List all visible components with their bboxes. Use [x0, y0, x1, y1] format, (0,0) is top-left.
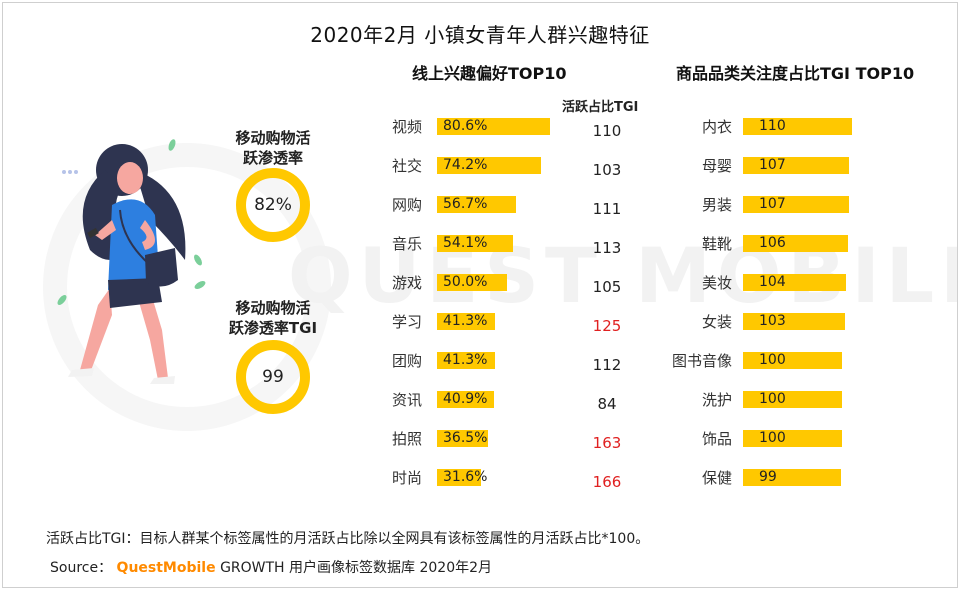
metric-label-penetration: 移动购物活 跃渗透率 [203, 128, 343, 168]
category-label: 洗护 [701, 391, 732, 409]
category-bar [743, 469, 842, 486]
metric-label-penetration-tgi: 移动购物活 跃渗透率TGI [203, 298, 343, 338]
interest-label: 学习 [391, 313, 422, 331]
tgi-column-header: 活跃占比TGI [562, 100, 639, 115]
source-rest: GROWTH 用户画像标签数据库 2020年2月 [220, 560, 493, 576]
category-bar [743, 430, 843, 447]
category-bar [743, 391, 843, 408]
woman-walking-illustration [57, 139, 206, 384]
interest-value-label: 31.6% [443, 469, 488, 485]
category-value-label: 107 [759, 196, 786, 212]
interest-bar [437, 352, 495, 369]
interest-value-label: 74.2% [443, 157, 488, 173]
tgi-value: 125 [592, 317, 622, 335]
interest-bar [437, 391, 495, 408]
tgi-value: 163 [592, 434, 622, 452]
interest-value-label: 54.1% [443, 235, 488, 251]
penetration-ring: 82% [236, 168, 310, 242]
tgi-value: 112 [592, 356, 622, 374]
category-bar [743, 196, 850, 213]
category-value-label: 110 [759, 118, 786, 134]
category-label: 饰品 [701, 430, 732, 448]
interest-value-label: 36.5% [443, 430, 488, 446]
interest-label: 团购 [391, 352, 422, 370]
penetration-tgi-ring: 99 [236, 340, 310, 414]
category-value-label: 99 [759, 469, 777, 485]
interest-label: 拍照 [391, 430, 422, 448]
interest-label: 时尚 [391, 469, 422, 487]
category-label: 美妆 [701, 274, 732, 292]
interest-bar [437, 274, 507, 291]
category-label: 内衣 [701, 118, 732, 136]
category-tgi-subtitle: 商品品类关注度占比TGI TOP10 [676, 64, 915, 83]
interest-label: 游戏 [391, 274, 422, 292]
interest-value-label: 41.3% [443, 313, 488, 329]
category-bar [743, 352, 843, 369]
category-value-label: 106 [759, 235, 786, 251]
interest-label: 社交 [391, 157, 422, 175]
interest-value-label: 80.6% [443, 118, 488, 134]
category-value-label: 100 [759, 352, 786, 368]
category-value-label: 103 [759, 313, 786, 329]
metric-label-line: 移动购物活 [235, 299, 311, 317]
interest-bar [437, 157, 541, 174]
tgi-value: 166 [592, 473, 622, 491]
category-bar [743, 235, 849, 252]
interest-bar [437, 430, 489, 447]
tgi-definition-note: 活跃占比TGI：目标人群某个标签属性的月活跃占比除以全网具有该标签属性的月活跃占… [46, 531, 650, 547]
interest-value-label: 56.7% [443, 196, 488, 212]
category-bar [743, 274, 847, 291]
category-bar [743, 313, 846, 330]
tgi-value: 110 [592, 122, 622, 140]
category-label: 母婴 [701, 157, 732, 175]
tgi-value: 84 [597, 395, 617, 413]
category-bar [743, 157, 850, 174]
interest-value-label: 50.0% [443, 274, 488, 290]
metric-label-line: 移动购物活 [235, 129, 311, 147]
online-interest-subtitle: 线上兴趣偏好TOP10 [412, 64, 567, 83]
interest-bar [437, 196, 517, 213]
category-label: 保健 [701, 469, 732, 487]
interest-label: 网购 [391, 196, 422, 214]
category-bar [743, 118, 852, 135]
interest-value-label: 41.3% [443, 352, 488, 368]
category-label: 鞋靴 [701, 235, 732, 253]
metric-label-line: 跃渗透率TGI [228, 319, 318, 337]
penetration-value: 82% [254, 195, 292, 215]
category-label: 男装 [701, 196, 732, 214]
source-line: Source： QuestMobile GROWTH 用户画像标签数据库 202… [50, 557, 492, 577]
interest-value-label: 40.9% [443, 391, 488, 407]
tgi-value: 103 [592, 161, 622, 179]
penetration-tgi-value: 99 [262, 367, 284, 387]
tgi-value: 113 [592, 239, 622, 257]
chart-title: 2020年2月 小镇女青年人群兴趣特征 [310, 23, 650, 47]
tgi-value: 105 [592, 278, 622, 296]
category-value-label: 100 [759, 391, 786, 407]
interest-bar [437, 118, 550, 135]
interest-label: 音乐 [391, 235, 422, 253]
tgi-value: 111 [592, 200, 622, 218]
interest-label: 视频 [391, 118, 422, 136]
source-prefix: Source： [50, 560, 113, 576]
source-brand: QuestMobile [116, 560, 216, 576]
interest-bar [437, 235, 513, 252]
interest-bar [437, 469, 482, 486]
category-label: 女装 [701, 313, 732, 331]
category-label: 图书音像 [671, 352, 732, 370]
category-value-label: 104 [759, 274, 786, 290]
interest-label: 资讯 [391, 391, 422, 409]
category-value-label: 107 [759, 157, 786, 173]
category-value-label: 100 [759, 430, 786, 446]
metric-label-line: 跃渗透率 [242, 149, 303, 167]
interest-bar [437, 313, 495, 330]
